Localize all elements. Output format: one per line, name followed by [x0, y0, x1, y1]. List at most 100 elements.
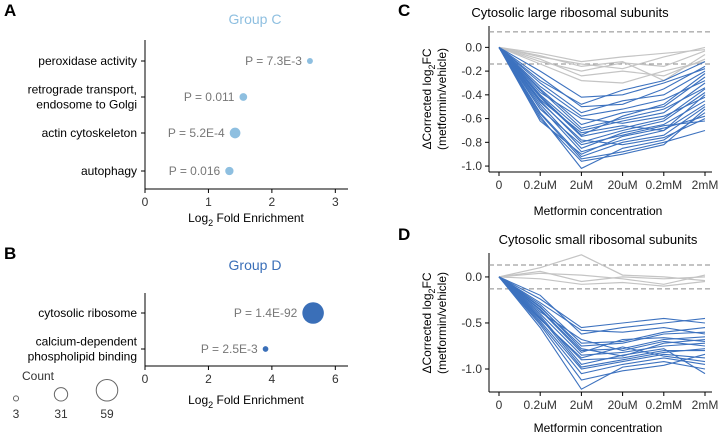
p-value-label: P = 0.011	[184, 90, 235, 104]
category-label: autophagy	[81, 164, 137, 178]
y-tick-label: -0.4	[461, 88, 482, 102]
enrichment-point	[229, 127, 241, 139]
series-line-decreased	[498, 47, 706, 162]
panel-d-chart: Cytosolic small ribosomal subunits 0.0 -0.…	[420, 232, 718, 435]
series-line-unchanged	[498, 254, 706, 282]
series-line-decreased	[498, 47, 706, 146]
enrichment-point	[225, 166, 234, 176]
series-line-decreased	[498, 47, 706, 117]
x-tick-label: 0	[142, 372, 149, 386]
series-line-decreased	[498, 47, 706, 124]
series-line-decreased	[498, 276, 706, 368]
series-line-unchanged	[498, 46, 706, 82]
y-axis-label-subscript: 2	[427, 288, 437, 293]
series-line-unchanged	[498, 276, 706, 287]
p-value-label: P = 7.3E-3	[245, 54, 302, 68]
series-line-decreased	[498, 276, 706, 329]
p-value-label: P = 1.4E-92	[234, 306, 298, 320]
enrichment-point	[302, 302, 324, 324]
count-legend-circle	[53, 387, 69, 402]
chart-title: Group D	[229, 257, 282, 273]
x-axis-label: Metformin concentration	[534, 204, 663, 218]
x-tick-label: 2uM	[570, 398, 593, 412]
series-line-decreased	[498, 276, 706, 352]
x-tick-label: 20uM	[608, 178, 638, 192]
y-axis-label-main: ΔCorrected log	[420, 293, 434, 373]
series-line-unchanged	[498, 46, 706, 70]
y-axis-label-main: ΔCorrected log	[420, 69, 434, 149]
x-axis-label-subscript: 2	[208, 218, 213, 228]
series-line-unchanged	[498, 270, 706, 283]
y-axis-label-line1: ΔCorrected log2FC	[420, 48, 437, 149]
y-axis-label-rest: FC	[420, 272, 434, 288]
series-line-decreased	[498, 276, 706, 335]
x-tick-label: 4	[269, 372, 276, 386]
count-legend-label: 31	[54, 407, 68, 421]
category-label: calcium-dependent	[36, 335, 138, 349]
chart-title: Cytosolic small ribosomal subunits	[499, 232, 698, 247]
x-tick-label: 20uM	[608, 398, 638, 412]
y-tick-label: -0.8	[461, 135, 482, 149]
y-axis-label-line2: (metformin/vehicle)	[435, 272, 449, 374]
series-line-decreased	[498, 46, 706, 98]
series-line-decreased	[498, 276, 706, 381]
y-axis-label-line2: (metformin/vehicle)	[435, 48, 449, 150]
series-line-decreased	[498, 276, 706, 344]
x-tick-label: 1	[205, 195, 212, 209]
y-tick-label: -1.0	[461, 159, 482, 173]
count-legend-label: 59	[100, 407, 114, 421]
series-line-unchanged	[498, 46, 706, 77]
chart-title: Cytosolic large ribosomal subunits	[471, 5, 669, 20]
p-value-label: P = 0.016	[169, 164, 221, 178]
count-legend-label: 3	[13, 407, 20, 421]
y-tick-label: 0.0	[465, 270, 482, 284]
count-legend-circle	[12, 395, 20, 402]
category-label: cytosolic ribosome	[38, 306, 137, 320]
y-tick-label: 0.0	[465, 40, 482, 54]
series-line-decreased	[498, 46, 706, 108]
series-line-decreased	[498, 47, 706, 136]
series-line-decreased	[498, 276, 706, 357]
x-tick-label: 0	[142, 195, 149, 209]
x-axis-label-main: Log	[188, 393, 208, 407]
series-line-decreased	[498, 276, 706, 352]
panel-letter-c: C	[398, 1, 410, 20]
x-tick-label: 2	[205, 372, 212, 386]
p-value-label: P = 5.2E-4	[168, 126, 225, 140]
x-tick-label: 3	[332, 195, 339, 209]
series-line-decreased	[498, 46, 706, 114]
x-axis-label: Log2 Fold Enrichment	[188, 211, 304, 228]
x-tick-label: 6	[332, 372, 339, 386]
series-line-decreased	[498, 47, 706, 170]
panel-letter-b: B	[4, 244, 16, 263]
series-line-decreased	[498, 47, 706, 129]
series-line-decreased	[498, 276, 706, 354]
panel-c-chart: Cytosolic large ribosomal subunits 0.0 -0.…	[420, 5, 718, 218]
chart-title: Group C	[229, 11, 282, 27]
x-tick-label: 0.2uM	[524, 178, 557, 192]
x-tick-label: 0	[496, 178, 503, 192]
series-line-decreased	[498, 47, 706, 160]
series-line-unchanged	[498, 272, 706, 285]
x-axis-label: Log2 Fold Enrichment	[188, 393, 304, 410]
panel-a-chart: Group C 0 1 2 3 Log2 Fold Enrichment peroxidas…	[28, 11, 348, 228]
series-line-unchanged	[498, 46, 706, 63]
count-legend: Count 3 31 59	[12, 369, 119, 421]
y-axis-label-line1: ΔCorrected log2FC	[420, 272, 437, 373]
enrichment-point	[262, 346, 269, 352]
series-line-decreased	[498, 47, 706, 146]
series-line-decreased	[498, 276, 706, 375]
series-line-decreased	[498, 276, 706, 370]
category-label: actin cytoskeleton	[42, 126, 137, 140]
series-line-decreased	[498, 276, 706, 375]
y-tick-label: -0.2	[461, 64, 482, 78]
x-tick-label: 0.2uM	[524, 398, 557, 412]
x-axis-label-main: Log	[188, 211, 208, 225]
x-axis-label: Metformin concentration	[534, 421, 663, 435]
category-label: peroxidase activity	[38, 54, 137, 68]
panel-b-chart: Group D 0 2 4 6 Log2 Fold Enrichment cytosolic…	[28, 257, 348, 410]
x-tick-label: 2mM	[692, 398, 718, 412]
x-axis-label-rest: Fold Enrichment	[213, 393, 304, 407]
series-line-decreased	[498, 46, 706, 105]
